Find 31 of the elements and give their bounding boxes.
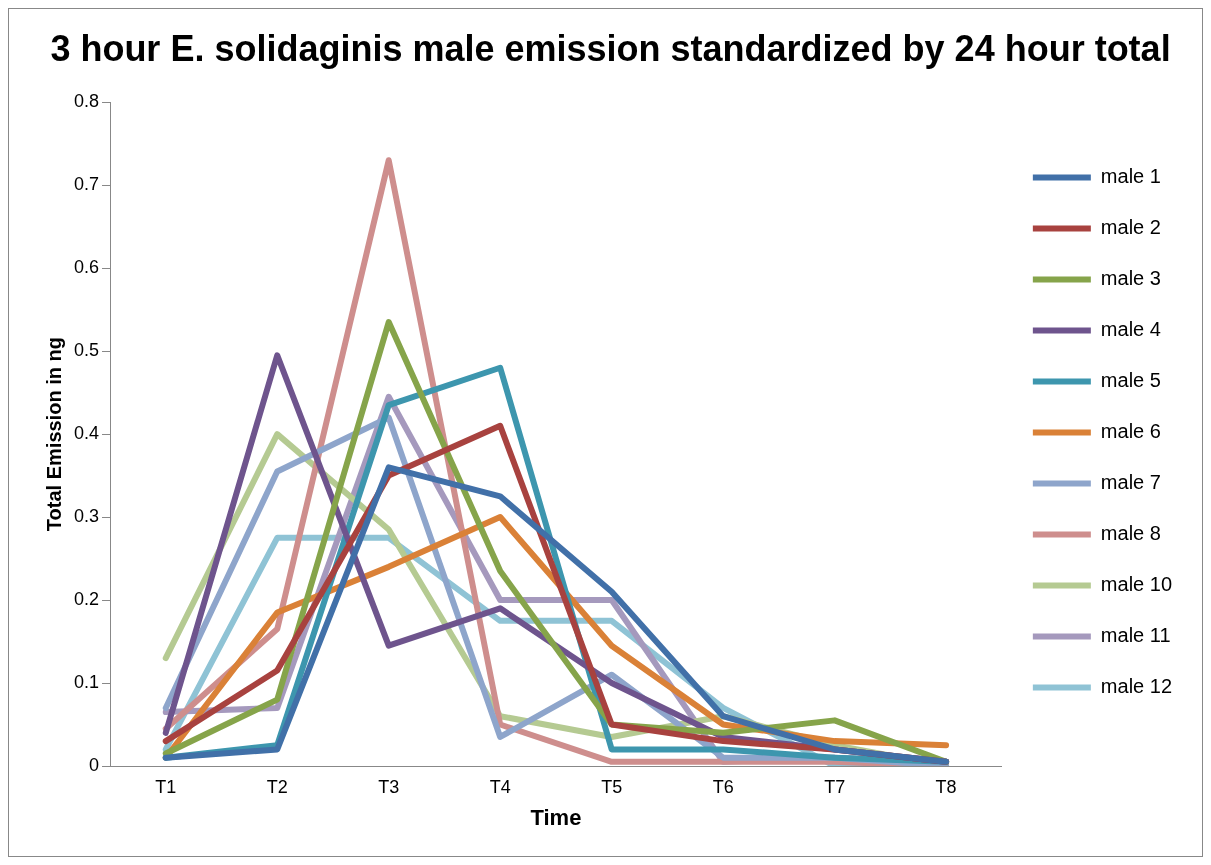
legend-label: male 6 <box>1100 420 1161 443</box>
x-tick-label: T8 <box>935 776 957 797</box>
y-tick-label: 0.6 <box>73 257 100 278</box>
x-tick-label: T6 <box>712 776 734 797</box>
legend-label: male 8 <box>1100 522 1161 545</box>
legend-label: male 2 <box>1100 216 1161 239</box>
legend-label: male 11 <box>1100 624 1171 647</box>
legend-label: male 12 <box>1100 675 1172 698</box>
x-tick-label: T7 <box>824 776 846 797</box>
legend-label: male 10 <box>1100 573 1172 596</box>
x-tick-label: T3 <box>378 776 400 797</box>
y-tick-label: 0 <box>89 754 100 775</box>
y-tick-label: 0.1 <box>73 671 100 692</box>
legend-label: male 7 <box>1100 471 1161 494</box>
y-tick-label: 0.8 <box>73 91 100 112</box>
y-tick-label: 0.2 <box>73 589 100 610</box>
legend-label: male 4 <box>1100 318 1161 341</box>
y-tick-label: 0.4 <box>73 423 100 444</box>
x-axis-title: Time <box>530 804 582 830</box>
legend-label: male 5 <box>1100 369 1161 392</box>
chart-title: 3 hour E. solidaginis male emission standardized by 24 hour total <box>50 27 1171 69</box>
y-tick-label: 0.5 <box>73 340 100 361</box>
x-tick-label: T2 <box>266 776 288 797</box>
x-tick-label: T1 <box>155 776 177 797</box>
legend-label: male 3 <box>1100 267 1161 290</box>
legend-label: male 1 <box>1100 165 1161 188</box>
x-tick-label: T4 <box>489 776 511 797</box>
y-tick-label: 0.3 <box>73 506 100 527</box>
y-tick-label: 0.7 <box>73 174 100 195</box>
y-axis-title: Total Emission in ng <box>42 337 65 532</box>
x-tick-label: T5 <box>601 776 623 797</box>
